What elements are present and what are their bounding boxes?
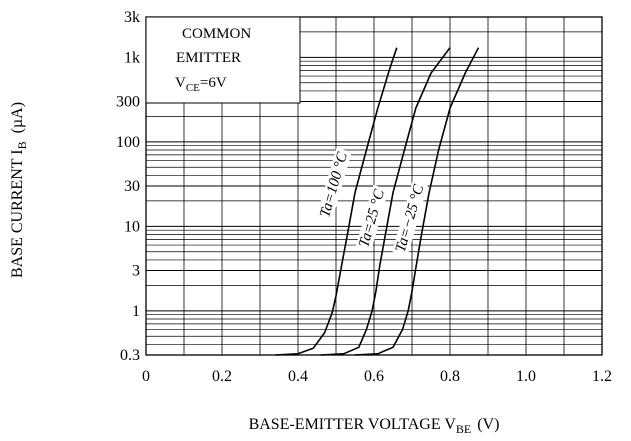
legend-line-2: EMITTER	[176, 50, 241, 66]
x-axis-title-subscript: BE	[456, 422, 471, 436]
x-axis-title: BASE-EMITTER VOLTAGE VBE (V)	[249, 416, 500, 436]
y-axis-title-unit: (µA)	[9, 102, 26, 133]
curve-labels: Ta=100 °C Ta=25 °C Ta=−25 °C	[317, 148, 429, 256]
y-tick-label: 3	[132, 263, 140, 280]
legend: COMMON EMITTER VCE=6V	[146, 17, 300, 103]
y-axis-title-main: BASE CURRENT I	[9, 149, 26, 278]
legend-line-1: COMMON	[182, 26, 251, 42]
x-tick-label: 1.0	[516, 368, 536, 385]
y-tick-label: 3k	[124, 9, 140, 26]
series-label-3: Ta=−25 °C	[393, 182, 428, 254]
y-tick-label: 300	[116, 94, 140, 111]
legend-vce-symbol: V	[175, 75, 186, 91]
y-axis-title: BASE CURRENT IB (µA)	[9, 102, 29, 278]
y-tick-label: 100	[116, 134, 140, 151]
y-tick-label: 0.3	[120, 347, 140, 364]
x-axis-title-unit: (V)	[477, 416, 499, 433]
x-tick-label: 1.2	[592, 368, 612, 385]
series-label-2: Ta=25 °C	[356, 187, 388, 249]
series-line-2	[321, 48, 450, 355]
y-tick-label: 10	[124, 218, 140, 235]
legend-vce-value: =6V	[200, 75, 227, 91]
x-tick-label: 0.2	[212, 368, 232, 385]
x-tick-labels: 0 0.2 0.4 0.6 0.8 1.0 1.2	[142, 368, 612, 385]
x-tick-label: 0	[142, 368, 150, 385]
y-tick-label: 1	[132, 303, 140, 320]
y-axis-title-subscript: B	[15, 141, 29, 149]
legend-vce-subscript: CE	[186, 82, 200, 94]
x-axis-title-main: BASE-EMITTER VOLTAGE V	[249, 416, 457, 433]
series-label-1: Ta=100 °C	[317, 150, 351, 220]
y-tick-label: 1k	[124, 49, 140, 66]
y-tick-label: 30	[124, 178, 140, 195]
y-tick-labels: 3k 1k 300 100 30 10 3 1 0.3	[116, 9, 140, 364]
x-tick-label: 0.6	[364, 368, 384, 385]
x-tick-label: 0.8	[440, 368, 460, 385]
x-tick-label: 0.4	[288, 368, 308, 385]
